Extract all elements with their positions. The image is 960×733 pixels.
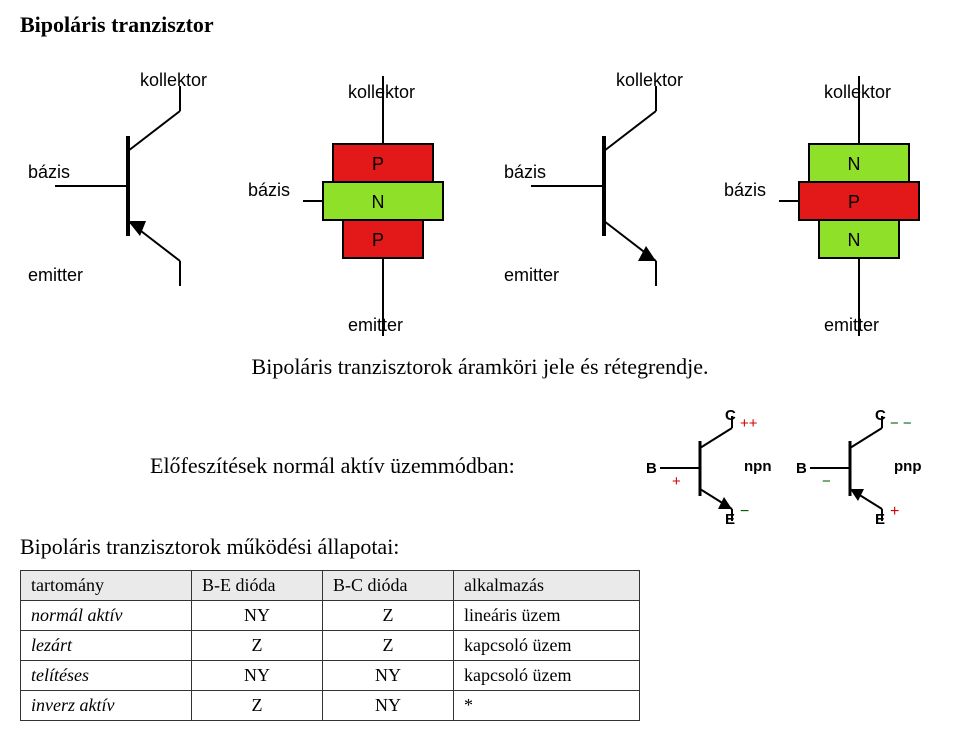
npn-name: npn <box>744 458 772 475</box>
table-header-row: tartomány B-E dióda B-C dióda alkalmazás <box>21 571 640 601</box>
pnp-c-sign: − − <box>890 415 912 432</box>
th-domain: tartomány <box>21 571 192 601</box>
layer-n-mid: N <box>372 192 385 212</box>
cell: NY <box>323 691 454 721</box>
cell: kapcsoló üzem <box>454 631 640 661</box>
npn-e-sign: − <box>740 503 749 520</box>
cell: NY <box>323 661 454 691</box>
terminal-c: C <box>725 407 736 424</box>
emitter-label: emitter <box>28 265 83 285</box>
table-row: telítéses NY NY kapcsoló üzem <box>21 661 640 691</box>
bias-heading: Előfeszítések normál aktív üzemmódban: <box>150 453 515 479</box>
terminal-e: E <box>725 511 735 526</box>
layer-n-bot: N <box>848 230 861 250</box>
states-table: tartomány B-E dióda B-C dióda alkalmazás… <box>20 570 640 721</box>
cell: * <box>454 691 640 721</box>
terminal-b: B <box>646 460 657 477</box>
table-row: normál aktív NY Z lineáris üzem <box>21 601 640 631</box>
emitter-label: emitter <box>348 315 403 335</box>
bias-diagrams: C ++ B + npn E − C − − B − pnp E <box>640 406 940 526</box>
pnp-layers: P N P kollektor bázis emitter <box>238 56 478 346</box>
npn-layers: N P N kollektor bázis emitter <box>714 56 954 346</box>
cell: NY <box>192 661 323 691</box>
cell: kapcsoló üzem <box>454 661 640 691</box>
cell: lezárt <box>21 631 192 661</box>
cell: Z <box>323 601 454 631</box>
base-label: bázis <box>248 180 290 200</box>
cell: telítéses <box>21 661 192 691</box>
layer-p-mid: P <box>848 192 860 212</box>
cell: normál aktív <box>21 601 192 631</box>
collector-label: kollektor <box>348 82 415 102</box>
th-bc: B-C dióda <box>323 571 454 601</box>
collector-label: kollektor <box>616 70 683 90</box>
emitter-label: emitter <box>504 265 559 285</box>
base-label: bázis <box>504 162 546 182</box>
cell: Z <box>323 631 454 661</box>
bias-row: Előfeszítések normál aktív üzemmódban: C… <box>20 406 940 526</box>
bias-npn: C ++ B + npn E − <box>646 407 772 526</box>
table-row: inverz aktív Z NY * <box>21 691 640 721</box>
pnp-name: pnp <box>894 458 922 475</box>
emitter-label: emitter <box>824 315 879 335</box>
states-heading: Bipoláris tranzisztorok működési állapot… <box>20 534 940 560</box>
th-be: B-E dióda <box>192 571 323 601</box>
figure-caption: Bipoláris tranzisztorok áramköri jele és… <box>20 354 940 380</box>
terminal-c: C <box>875 407 886 424</box>
th-app: alkalmazás <box>454 571 640 601</box>
terminal-e: E <box>875 511 885 526</box>
page-title: Bipoláris tranzisztor <box>20 12 940 38</box>
cell: Z <box>192 631 323 661</box>
pnp-b-sign: − <box>822 473 831 490</box>
base-label: bázis <box>724 180 766 200</box>
terminal-b: B <box>796 460 807 477</box>
npn-b-sign: + <box>672 473 681 490</box>
npn-c-sign: ++ <box>740 415 758 432</box>
npn-symbol: kollektor bázis emitter <box>496 56 696 316</box>
pnp-e-sign: + <box>890 503 899 520</box>
collector-label: kollektor <box>824 82 891 102</box>
base-label: bázis <box>28 162 70 182</box>
bias-pnp: C − − B − pnp E + <box>796 407 922 526</box>
cell: NY <box>192 601 323 631</box>
table-row: lezárt Z Z kapcsoló üzem <box>21 631 640 661</box>
cell: Z <box>192 691 323 721</box>
pnp-symbol: kollektor bázis emitter <box>20 56 220 316</box>
layer-n-top: N <box>848 154 861 174</box>
cell: inverz aktív <box>21 691 192 721</box>
layer-p-top: P <box>372 154 384 174</box>
cell: lineáris üzem <box>454 601 640 631</box>
layer-p-bot: P <box>372 230 384 250</box>
figure-row: kollektor bázis emitter P N P kollektor … <box>20 56 940 346</box>
collector-label: kollektor <box>140 70 207 90</box>
